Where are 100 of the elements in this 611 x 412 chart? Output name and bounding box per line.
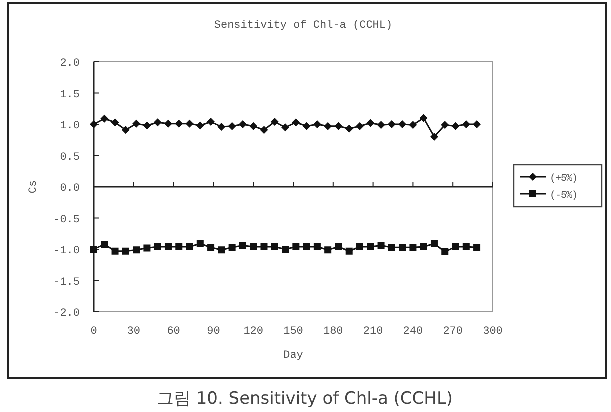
- point: [186, 120, 194, 128]
- point: [356, 244, 364, 250]
- point: [111, 118, 120, 127]
- point: [260, 126, 268, 134]
- point: [239, 242, 246, 250]
- point: [90, 120, 98, 128]
- point: [420, 244, 428, 250]
- point: [398, 120, 407, 128]
- x-tick-label: 90: [207, 326, 220, 338]
- point: [378, 242, 385, 250]
- point: [410, 244, 417, 252]
- point: [132, 120, 141, 128]
- point: [228, 244, 236, 252]
- point: [250, 122, 258, 130]
- point: [324, 246, 332, 254]
- point: [238, 120, 247, 128]
- point: [271, 244, 278, 250]
- point: [164, 120, 172, 128]
- y-tick-label: 1.0: [60, 120, 80, 132]
- x-tick-label: 0: [90, 326, 98, 338]
- point: [196, 122, 204, 130]
- point: [282, 246, 290, 253]
- point: [143, 122, 152, 130]
- point: [133, 246, 140, 254]
- point: [207, 118, 216, 126]
- point: [399, 244, 406, 252]
- point: [154, 244, 162, 250]
- x-tick-label: 300: [483, 326, 503, 338]
- x-tick-label: 180: [323, 326, 344, 338]
- point: [356, 122, 364, 130]
- point: [314, 244, 321, 250]
- point: [474, 244, 481, 252]
- point: [313, 120, 322, 128]
- y-tick-label: -0.5: [54, 214, 80, 226]
- point: [100, 114, 109, 123]
- point: [462, 244, 470, 250]
- x-tick-label: 150: [284, 326, 304, 338]
- y-tick-label: 0.0: [60, 183, 80, 195]
- x-tick-label: 270: [443, 326, 464, 338]
- point: [430, 240, 438, 248]
- point: [292, 118, 300, 127]
- point: [292, 244, 300, 250]
- point: [250, 244, 258, 250]
- y-tick-label: -1.5: [54, 276, 80, 289]
- point: [302, 122, 311, 130]
- point: [377, 121, 386, 130]
- point: [175, 120, 184, 128]
- point: [452, 244, 460, 250]
- y-tick-label: -1.0: [54, 246, 80, 258]
- point: [228, 122, 236, 130]
- y-tick-label: 1.5: [60, 89, 80, 102]
- x-tick-label: 210: [363, 326, 384, 338]
- chart-title: Sensitivity of Chl-a (CCHL): [214, 20, 393, 32]
- point: [335, 244, 342, 250]
- point: [122, 248, 130, 255]
- y-tick-label: 0.5: [60, 152, 80, 164]
- point: [208, 244, 215, 252]
- point: [154, 118, 162, 127]
- point: [303, 244, 310, 250]
- x-tick-label: 120: [244, 326, 264, 338]
- point: [164, 244, 172, 250]
- point: [176, 244, 183, 250]
- point: [388, 244, 396, 252]
- x-tick-label: 240: [403, 326, 424, 338]
- point: [420, 114, 428, 122]
- point: [452, 122, 460, 130]
- point: [282, 124, 290, 132]
- point: [334, 122, 343, 130]
- y-axis-title: Cs: [28, 180, 40, 194]
- point: [367, 244, 374, 250]
- point: [122, 126, 130, 134]
- y-tick-label: 2.0: [60, 58, 80, 70]
- point: [366, 119, 375, 128]
- point: [430, 133, 438, 141]
- x-tick-label: 60: [167, 326, 180, 338]
- caption: 그림 10. Sensitivity of Chl-a (CCHL): [156, 389, 454, 409]
- x-tick-label: 30: [127, 326, 140, 338]
- point: [144, 244, 151, 252]
- point: [388, 120, 396, 128]
- point: [346, 248, 353, 255]
- legend-label: (+5%): [550, 173, 578, 185]
- point: [270, 118, 279, 126]
- y-tick-label: -2.0: [54, 308, 80, 320]
- point: [462, 120, 470, 128]
- x-axis-title: Day: [284, 350, 304, 362]
- point: [442, 248, 449, 256]
- point: [186, 244, 194, 250]
- point: [260, 244, 268, 250]
- point: [345, 124, 354, 133]
- point: [324, 122, 332, 130]
- point: [473, 120, 482, 128]
- point: [218, 123, 226, 131]
- point: [218, 246, 226, 254]
- point: [101, 241, 108, 248]
- legend-label: (-5%): [550, 190, 578, 202]
- point: [90, 246, 98, 253]
- point: [409, 121, 418, 130]
- point: [112, 248, 119, 255]
- point: [196, 240, 204, 248]
- point: [441, 121, 450, 130]
